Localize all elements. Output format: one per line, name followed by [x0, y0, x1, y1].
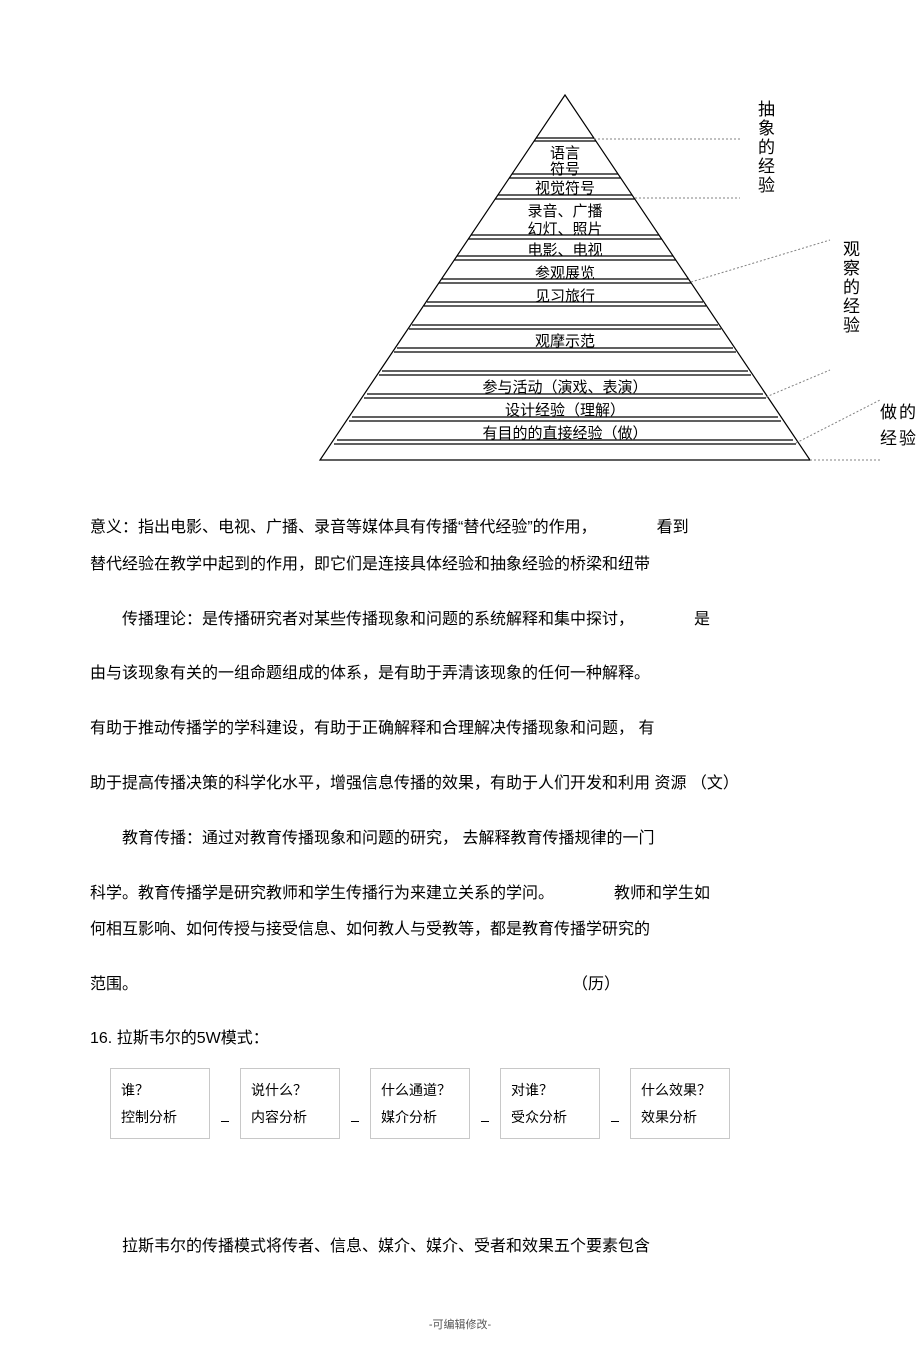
fivew-a-4: 效果分析	[641, 1104, 719, 1131]
p1b: 看到	[657, 519, 689, 536]
p3d: 何相互影响、如何传授与接受信息、如何教人与受教等，都是教育传播学研究的	[90, 921, 650, 938]
fivew-box-what: 说什么？ 内容分析	[240, 1068, 340, 1139]
p3a: 教育传播：通过对教育传播现象和问题的研究， 去解释教育传播规律的一门	[122, 830, 654, 847]
pyramid-side-label-mid: 观察的经验	[838, 240, 860, 370]
paragraph-theory-3: 有助于推动传播学的学科建设，有助于正确解释和合理解决传播现象和问题， 有	[90, 711, 830, 748]
fivew-q-2: 什么通道？	[381, 1077, 459, 1104]
p2e: 助于提高传播决策的科学化水平，增强信息传播的效果，有助于人们开发和利用 资源 （…	[90, 775, 739, 792]
fivew-row: 谁？ 控制分析 说什么？ 内容分析 什么通道？ 媒介分析 对谁？ 受众分析 什么…	[110, 1068, 830, 1139]
pyramid-level-0-line2: 符号	[550, 161, 580, 178]
fivew-connector	[210, 1103, 240, 1104]
fivew-a-2: 媒介分析	[381, 1104, 459, 1131]
paragraph-theory-4: 助于提高传播决策的科学化水平，增强信息传播的效果，有助于人们开发和利用 资源 （…	[90, 766, 830, 803]
paragraph-edu-2: 科学。教育传播学是研究教师和学生传播行为来建立关系的学问。 教师和学生如 何相互影…	[90, 876, 830, 950]
p2a: 传播理论：是传播研究者对某些传播现象和问题的系统解释和集中探讨，	[122, 611, 634, 628]
pyramid-level-7: 参与活动（演戏、表演）	[482, 379, 647, 396]
p3b: 科学。教育传播学是研究教师和学生传播行为来建立关系的学问。	[90, 885, 554, 902]
paragraph-after-5w: 拉斯韦尔的传播模式将传者、信息、媒介、媒介、受者和效果五个要素包含	[90, 1229, 830, 1266]
fivew-connector	[340, 1103, 370, 1104]
paragraph-theory-1: 传播理论：是传播研究者对某些传播现象和问题的系统解释和集中探讨， 是	[90, 602, 830, 639]
p2b: 是	[694, 611, 710, 628]
fivew-box-effect: 什么效果？ 效果分析	[630, 1068, 730, 1139]
pyramid-level-5: 见习旅行	[535, 288, 595, 305]
page-footer: -可编辑修改-	[90, 1316, 830, 1332]
p3e-left: 范围。	[90, 967, 138, 1004]
pyramid-level-0-line1: 语言	[550, 145, 580, 162]
fivew-q-1: 说什么？	[251, 1077, 329, 1104]
pyramid-level-3: 电影、电视	[527, 242, 602, 259]
fivew-q-4: 什么效果？	[641, 1077, 719, 1104]
pyramid-level-9: 有目的的直接经验（做）	[482, 425, 647, 442]
paragraph-theory-2: 由与该现象有关的一组命题组成的体系，是有助于弄清该现象的任何一种解释。	[90, 656, 830, 693]
pyramid-side-label-bottom: 做的经验	[880, 400, 920, 470]
pyramid-level-4: 参观展览	[535, 265, 595, 282]
pyramid-level-1: 视觉符号	[535, 180, 595, 197]
pyramid-svg: 语言 符号 视觉符号 录音、广播 幻灯、照片 电影、电视 参观展览 见习旅行 观…	[290, 90, 890, 470]
heading-5w: 16. 拉斯韦尔的5W模式：	[90, 1024, 830, 1048]
p3c: 教师和学生如	[614, 885, 710, 902]
p1a: 意义：指出电影、电视、广播、录音等媒体具有传播“替代经验”的作用，	[90, 519, 597, 536]
experience-cone-pyramid: 语言 符号 视觉符号 录音、广播 幻灯、照片 电影、电视 参观展览 见习旅行 观…	[290, 90, 890, 470]
fivew-box-whom: 对谁？ 受众分析	[500, 1068, 600, 1139]
paragraph-meaning: 意义：指出电影、电视、广播、录音等媒体具有传播“替代经验”的作用， 看到 替代经验…	[90, 510, 830, 584]
fivew-connector	[600, 1103, 630, 1104]
fivew-box-channel: 什么通道？ 媒介分析	[370, 1068, 470, 1139]
fivew-a-3: 受众分析	[511, 1104, 589, 1131]
fivew-q-3: 对谁？	[511, 1077, 589, 1104]
p3e-right: （历）	[572, 967, 620, 1004]
fivew-q-0: 谁？	[121, 1077, 199, 1104]
p2d: 有助于推动传播学的学科建设，有助于正确解释和合理解决传播现象和问题， 有	[90, 720, 654, 737]
fivew-connector	[470, 1103, 500, 1104]
body-text: 意义：指出电影、电视、广播、录音等媒体具有传播“替代经验”的作用， 看到 替代经验…	[90, 510, 830, 1004]
p1c: 替代经验在教学中起到的作用，即它们是连接具体经验和抽象经验的桥梁和纽带	[90, 556, 650, 573]
pyramid-level-6: 观摩示范	[535, 332, 595, 350]
pyramid-level-2-line2: 幻灯、照片	[527, 221, 602, 238]
pyramid-level-2-line1: 录音、广播	[527, 203, 602, 220]
paragraph-edu-1: 教育传播：通过对教育传播现象和问题的研究， 去解释教育传播规律的一门	[90, 821, 830, 858]
paragraph-edu-3: 范围。 （历）	[90, 967, 830, 1004]
pyramid-level-8: 设计经验（理解）	[505, 402, 625, 419]
fivew-a-0: 控制分析	[121, 1104, 199, 1131]
fivew-box-who: 谁？ 控制分析	[110, 1068, 210, 1139]
fivew-a-1: 内容分析	[251, 1104, 329, 1131]
p2c: 由与该现象有关的一组命题组成的体系，是有助于弄清该现象的任何一种解释。	[90, 665, 650, 682]
pyramid-side-label-top: 抽象的经验	[753, 100, 775, 240]
